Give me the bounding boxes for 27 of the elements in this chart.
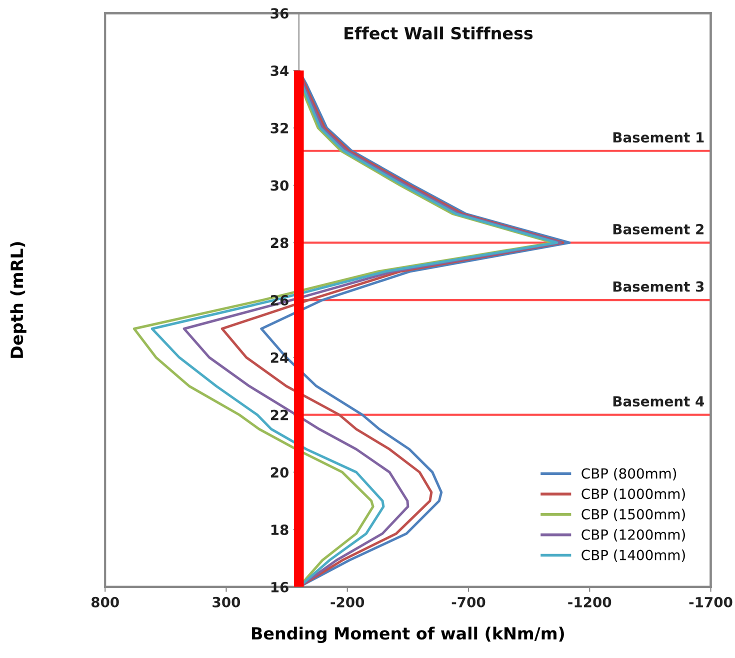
ref-line-label: Basement 1	[613, 132, 704, 143]
y-tick-label: 16	[271, 582, 288, 592]
legend-label: CBP (1200mm)	[582, 529, 685, 542]
legend-label: CBP (1000mm)	[582, 488, 685, 501]
y-axis-title: Depth (mRL)	[10, 242, 26, 358]
y-tick-label: 28	[270, 238, 288, 248]
x-tick-label: 300	[212, 596, 240, 608]
x-tick-label: -1200	[568, 596, 612, 608]
y-tick-label: 18	[271, 524, 288, 536]
y-tick-label: 34	[270, 66, 289, 76]
y-tick-label: 36	[270, 8, 288, 19]
y-tick-label: 20	[270, 467, 289, 478]
x-tick-label: -700	[452, 596, 486, 608]
text: Effect Wall Stiffness	[344, 26, 533, 40]
x-tick-label: 800	[91, 596, 119, 608]
y-tick-label: 32	[270, 122, 288, 134]
x-axis-title: Bending Moment of wall (kNm/m)	[252, 626, 564, 644]
x-tick-label: -200	[330, 596, 364, 608]
x-tick-label: -1700	[689, 596, 732, 608]
ref-line-label: Basement 2	[613, 224, 704, 234]
y-tick-label: 30	[270, 180, 289, 191]
ref-line-label: Basement 3	[613, 281, 704, 292]
ref-line-label: Basement 4	[613, 396, 704, 407]
legend-label: CBP (1500mm)	[582, 508, 685, 522]
legend-label: CBP (1400mm)	[582, 550, 685, 562]
y-tick-label: 22	[270, 410, 288, 420]
legend-label: CBP (800mm)	[582, 468, 676, 480]
